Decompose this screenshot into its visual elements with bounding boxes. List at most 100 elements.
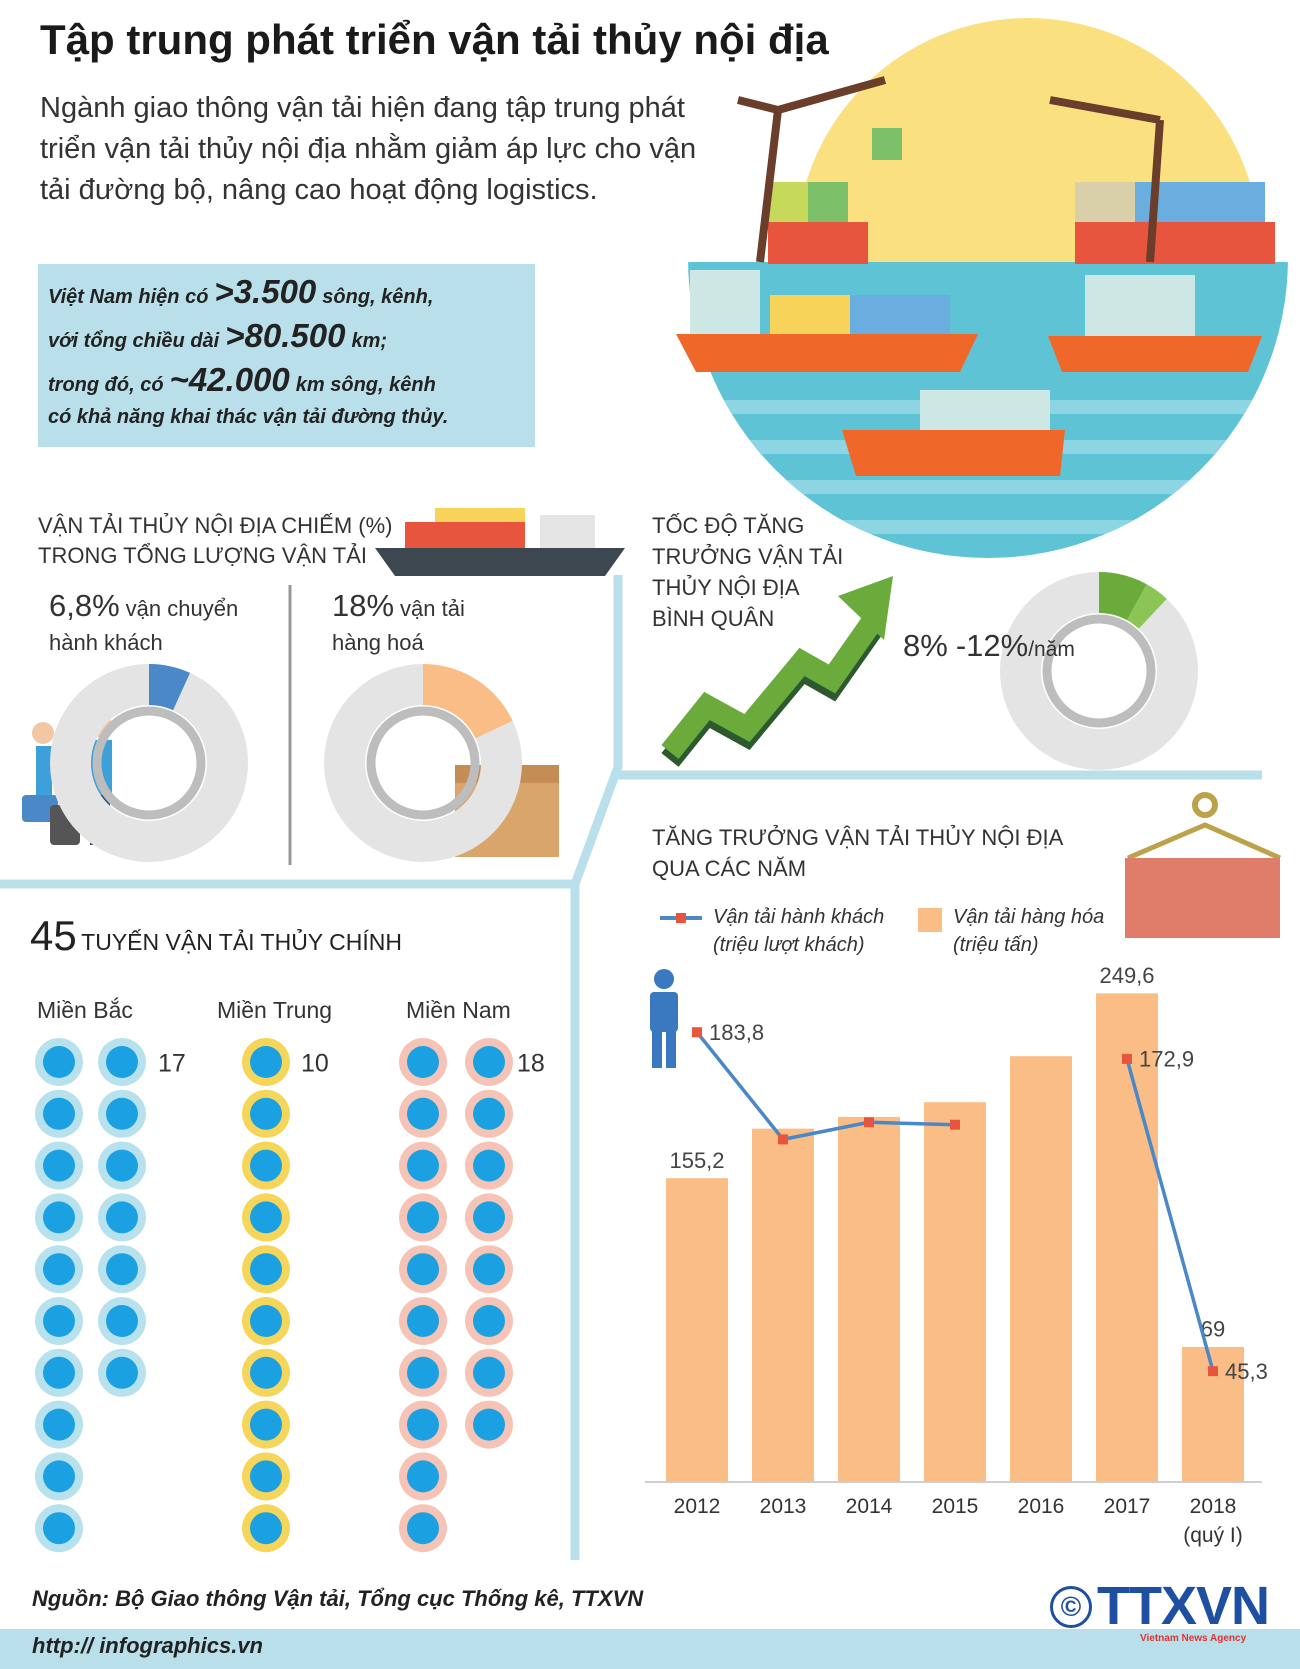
fact-rest: sông, kênh,: [322, 286, 434, 308]
container-icon: [1125, 792, 1282, 938]
fact-closing: có khả năng khai thác vận tải đường thủy…: [48, 406, 449, 428]
route-dot-core: [473, 1097, 505, 1130]
growth-value: 8%: [903, 628, 948, 663]
route-dot-core: [407, 1460, 439, 1493]
facts-box: Việt Nam hiện có >3.500 sông, kênh, với tổn…: [38, 264, 535, 447]
donut-inner-ring: [92, 706, 206, 820]
source: Nguồn: Bộ Giao thông Vận tải, Tổng cục T…: [32, 1586, 644, 1611]
hanging-container: [872, 128, 902, 160]
agency: Vietnam News Agency: [1140, 1633, 1247, 1644]
route-dot-core: [43, 1512, 75, 1545]
fact-figure: >80.500: [225, 317, 346, 354]
container-stack: [808, 182, 848, 222]
legend-entry: Vận tải hàng hóa (triệu tấn): [953, 903, 1104, 959]
route-dot-core: [106, 1253, 138, 1286]
route-dot-core: [106, 1097, 138, 1130]
route-dot-core: [250, 1356, 282, 1389]
routes-heading: 45 TUYẾN VẬN TẢI THỦY CHÍNH: [30, 912, 402, 960]
copyright: ©: [1050, 1586, 1092, 1628]
line-marker: [1208, 1366, 1218, 1377]
route-dot-core: [43, 1305, 75, 1337]
route-dot-core: [407, 1512, 439, 1545]
route-dot-core: [407, 1149, 439, 1182]
route-dot-core: [250, 1046, 282, 1078]
bar: [752, 1128, 814, 1482]
route-dot-core: [43, 1201, 75, 1234]
growth-title: TỐC ĐỘ TĂNG TRƯỞNG VẬN TẢI THỦY NỘI ĐỊA …: [652, 513, 844, 631]
bar-value-label: 249,6: [1099, 963, 1154, 988]
legend-name: Vận tải hàng hóa: [953, 906, 1105, 928]
routes-total: 45: [30, 912, 77, 959]
bar: [666, 1178, 728, 1482]
fact-figure: ~42.000: [169, 361, 290, 398]
route-dot-core: [106, 1046, 138, 1078]
bar: [1096, 993, 1158, 1482]
ship-hull: [676, 334, 978, 372]
x-tick-label: 2015: [931, 1495, 979, 1518]
line-marker: [692, 1027, 702, 1038]
route-dot-core: [43, 1046, 75, 1078]
route-dot-core: [43, 1253, 75, 1286]
fact-figure: >3.500: [214, 273, 317, 310]
donut-inner-ring: [366, 706, 480, 820]
fact-line: với tổng chiều dài >80.500 km;: [48, 314, 535, 358]
x-tick-label: 2013: [759, 1495, 807, 1518]
ship-cargo: [850, 295, 950, 334]
line: [695, 1031, 956, 1142]
growth-slice: [1126, 584, 1167, 629]
fact-lead: Việt Nam hiện có: [48, 286, 209, 308]
footer-strip: [0, 1629, 1300, 1669]
page-title: Tập trung phát triển vận tải thủy nội đị…: [40, 16, 829, 63]
route-dot-core: [43, 1149, 75, 1182]
route-dot-core: [250, 1408, 282, 1441]
ship-cabin: [690, 270, 760, 334]
crane: [737, 76, 1164, 263]
fact-lead: trong đó, có: [48, 374, 164, 396]
route-dot-core: [473, 1408, 505, 1441]
route-dot-core: [43, 1408, 75, 1441]
line-value-label: 172,9: [1139, 1047, 1194, 1072]
growth-label: 8% -12%/năm: [903, 628, 1075, 664]
fact-rest: km;: [351, 330, 388, 352]
logo: TTXVN: [1097, 1576, 1270, 1636]
line: [1125, 1058, 1215, 1372]
donut-title: VẬN TẢI THỦY NỘI ĐỊA CHIẾM (%) TRONG TỔN…: [38, 513, 393, 568]
bar-chart-title: TĂNG TRƯỞNG VẬN TẢI THỦY NỘI ĐỊA QUA CÁC…: [652, 825, 1063, 881]
x-tick-label: 2016: [1017, 1495, 1065, 1518]
donut-category: vận chuyển hành khách: [49, 596, 239, 655]
cargo-ship-icon: [375, 508, 625, 576]
line-marker: [778, 1134, 788, 1145]
growth-value: -12%: [955, 628, 1029, 663]
line-value-label: 45,3: [1225, 1359, 1268, 1384]
legend-marker: [676, 913, 686, 923]
route-dot-core: [43, 1356, 75, 1389]
route-dot-core: [106, 1356, 138, 1389]
growth-arrow: [661, 576, 893, 767]
legend-unit: (triệu tấn): [953, 934, 1039, 956]
donut-slice: [149, 664, 191, 711]
x-tick-label: 2018 (quý I): [1183, 1495, 1243, 1547]
fact-lead: với tổng chiều dài: [48, 330, 220, 352]
route-dot-core: [473, 1149, 505, 1182]
x-tick-label: 2012: [673, 1495, 721, 1518]
person-icon: [650, 969, 678, 1068]
region-count: 18: [517, 1050, 545, 1078]
route-dot-core: [407, 1356, 439, 1389]
donut-label: 18% vận tải hàng hoá: [332, 590, 502, 661]
region-label: Miền Trung: [217, 997, 333, 1023]
bar: [924, 1102, 986, 1482]
route-dot-core: [407, 1201, 439, 1234]
route-dot-core: [407, 1253, 439, 1286]
fact-line: Việt Nam hiện có >3.500 sông, kênh,: [48, 270, 535, 314]
route-dot-core: [250, 1253, 282, 1286]
container-stack: [768, 182, 808, 222]
donut-label: 6,8% vận chuyển hành khách: [49, 590, 279, 661]
donut-category: vận tải hàng hoá: [332, 596, 465, 655]
container-stack: [1075, 182, 1135, 222]
bar: [838, 1116, 900, 1482]
line-marker: [864, 1117, 874, 1128]
route-dot-core: [407, 1408, 439, 1441]
route-dot-core: [473, 1356, 505, 1389]
legend-swatch: [918, 908, 942, 932]
